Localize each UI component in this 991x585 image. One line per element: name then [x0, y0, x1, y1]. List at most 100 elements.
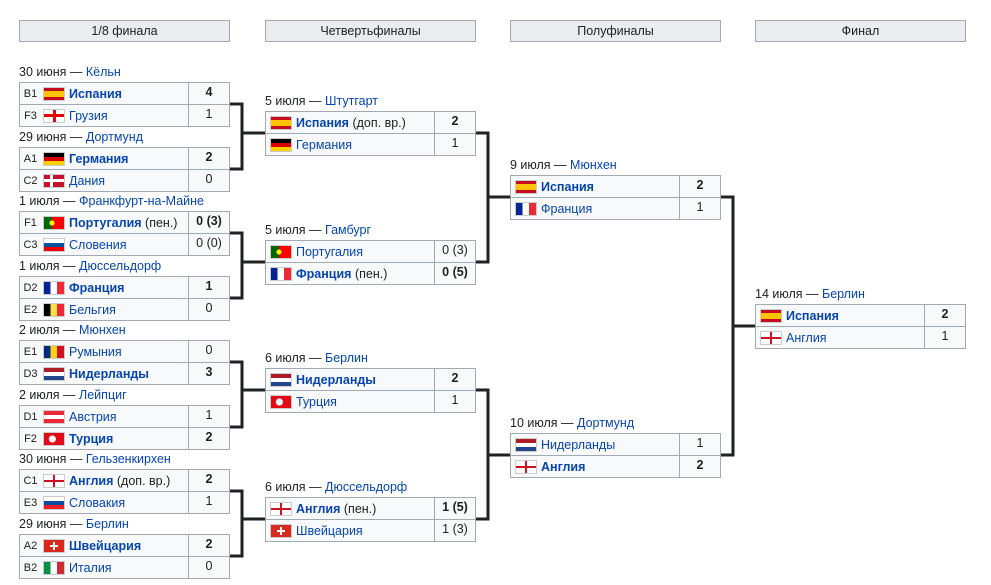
- team-name[interactable]: Нидерланды: [69, 367, 188, 381]
- venue-link[interactable]: Гельзенкирхен: [85, 452, 171, 466]
- team-name-link[interactable]: Франция: [541, 201, 593, 216]
- team-name[interactable]: Италия: [69, 561, 188, 575]
- team-name-link[interactable]: Турция: [296, 394, 337, 409]
- team-name-link[interactable]: Нидерланды: [69, 366, 149, 381]
- team-name[interactable]: Франция (пен.): [296, 267, 434, 281]
- team-name[interactable]: Австрия: [69, 410, 188, 424]
- team-name[interactable]: Нидерланды: [541, 438, 679, 452]
- team-name-link[interactable]: Румыния: [69, 344, 122, 359]
- team-name[interactable]: Франция: [69, 281, 188, 295]
- match-date: 1 июля: [19, 194, 60, 208]
- venue-link[interactable]: Дюссельдорф: [79, 259, 162, 273]
- team-name-link[interactable]: Англия: [786, 330, 827, 345]
- flag-ned-icon: [515, 437, 537, 452]
- team-name-link[interactable]: Словакия: [69, 495, 126, 510]
- match-date: 9 июля: [510, 158, 551, 172]
- match-date: 30 июня: [19, 452, 67, 466]
- team-name-link[interactable]: Турция: [69, 431, 114, 446]
- date-separator: —: [305, 223, 326, 237]
- seed-label: C2: [23, 174, 38, 187]
- team-score: 2: [679, 176, 720, 197]
- team-name-link[interactable]: Бельгия: [69, 302, 116, 317]
- team-name-link[interactable]: Германия: [296, 137, 353, 152]
- team-name[interactable]: Грузия: [69, 109, 188, 123]
- team-name-link[interactable]: Англия: [296, 501, 341, 516]
- seed-label: E1: [23, 345, 38, 358]
- team-name[interactable]: Франция: [541, 202, 679, 216]
- team-name[interactable]: Дания: [69, 174, 188, 188]
- team-name[interactable]: Испания (доп. вр.): [296, 116, 434, 130]
- team-name-link[interactable]: Испания: [69, 86, 122, 101]
- team-name-link[interactable]: Португалия: [69, 215, 142, 230]
- team-name[interactable]: Турция: [296, 395, 434, 409]
- team-score: 4: [188, 83, 229, 104]
- team-name-link[interactable]: Франция: [69, 280, 125, 295]
- team-name-link[interactable]: Италия: [69, 560, 112, 575]
- team-name[interactable]: Англия: [786, 331, 924, 345]
- flag-sui-icon: [43, 538, 65, 553]
- team-name-link[interactable]: Франция: [296, 266, 352, 281]
- team-score: 0: [188, 341, 229, 362]
- team-name[interactable]: Испания: [786, 309, 924, 323]
- venue-link[interactable]: Штутгарт: [325, 94, 378, 108]
- flag-esp-icon: [43, 86, 65, 101]
- team-name[interactable]: Испания: [541, 180, 679, 194]
- team-name[interactable]: Швейцария: [69, 539, 188, 553]
- team-name[interactable]: Германия: [69, 152, 188, 166]
- venue-link[interactable]: Дортмунд: [85, 130, 144, 144]
- team-name[interactable]: Нидерланды: [296, 373, 434, 387]
- venue-link[interactable]: Франкфурт-на-Майне: [79, 194, 204, 208]
- flag-eng-icon: [760, 330, 782, 345]
- team-name[interactable]: Бельгия: [69, 303, 188, 317]
- team-name[interactable]: Словения: [69, 238, 188, 252]
- venue-link[interactable]: Дортмунд: [576, 416, 635, 430]
- team-name-link[interactable]: Нидерланды: [296, 372, 376, 387]
- result-note: (пен.): [343, 501, 377, 516]
- venue-link[interactable]: Берлин: [85, 517, 129, 531]
- team-name-link[interactable]: Швейцария: [69, 538, 142, 553]
- round-header: Полуфиналы: [510, 20, 721, 42]
- team-name-link[interactable]: Дания: [69, 173, 106, 188]
- team-name-link[interactable]: Испания: [541, 179, 594, 194]
- venue-link[interactable]: Гамбург: [325, 223, 372, 237]
- team-name-link[interactable]: Нидерланды: [541, 437, 616, 452]
- team-name[interactable]: Португалия (пен.): [69, 216, 188, 230]
- team-score: 1: [434, 134, 475, 155]
- team-name[interactable]: Португалия: [296, 245, 434, 259]
- venue-link[interactable]: Мюнхен: [570, 158, 617, 172]
- match-date-venue: 14 июля — Берлин: [755, 286, 865, 302]
- team-name-link[interactable]: Австрия: [69, 409, 117, 424]
- team-name-link[interactable]: Словения: [69, 237, 127, 252]
- team-name[interactable]: Турция: [69, 432, 188, 446]
- team-name-link[interactable]: Германия: [69, 151, 129, 166]
- venue-link[interactable]: Лейпциг: [79, 388, 127, 402]
- venue-link[interactable]: Мюнхен: [79, 323, 126, 337]
- team-name[interactable]: Румыния: [69, 345, 188, 359]
- team-name-link[interactable]: Испания: [786, 308, 839, 323]
- team-name[interactable]: Англия (пен.): [296, 502, 434, 516]
- team-name-link[interactable]: Португалия: [296, 244, 364, 259]
- date-separator: —: [305, 480, 326, 494]
- team-name-link[interactable]: Англия: [69, 473, 114, 488]
- date-separator: —: [59, 388, 80, 402]
- team-name-link[interactable]: Англия: [541, 459, 586, 474]
- team-name-link[interactable]: Швейцария: [296, 523, 363, 538]
- team-name[interactable]: Швейцария: [296, 524, 434, 538]
- team-name-link[interactable]: Испания: [296, 115, 349, 130]
- date-separator: —: [66, 130, 86, 144]
- team-name[interactable]: Испания: [69, 87, 188, 101]
- team-name[interactable]: Германия: [296, 138, 434, 152]
- match-date: 5 июля: [265, 94, 306, 108]
- seed-label: F3: [24, 109, 37, 122]
- team-score: 0 (5): [434, 263, 475, 284]
- team-name[interactable]: Англия (доп. вр.): [69, 474, 188, 488]
- team-name[interactable]: Англия: [541, 460, 679, 474]
- venue-link[interactable]: Берлин: [325, 351, 368, 365]
- team-name-link[interactable]: Грузия: [69, 108, 108, 123]
- team-name[interactable]: Словакия: [69, 496, 188, 510]
- flag-svk-icon: [43, 495, 65, 510]
- venue-link[interactable]: Берлин: [821, 287, 865, 301]
- venue-link[interactable]: Дюссельдорф: [325, 480, 408, 494]
- venue-link[interactable]: Кёльн: [85, 65, 121, 79]
